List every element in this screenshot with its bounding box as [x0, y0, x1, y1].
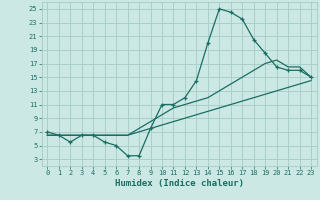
X-axis label: Humidex (Indice chaleur): Humidex (Indice chaleur) — [115, 179, 244, 188]
